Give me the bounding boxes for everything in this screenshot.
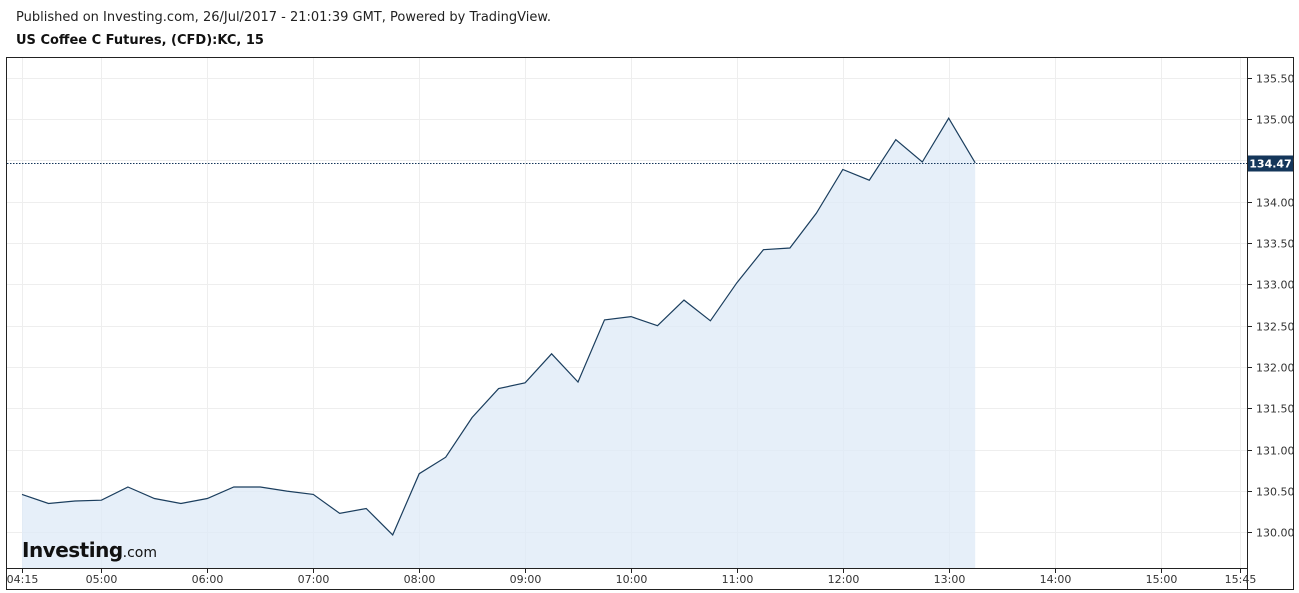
price-area-fill <box>22 118 976 568</box>
brand-name: Investing <box>22 538 123 562</box>
x-tick-label: 11:00 <box>722 573 754 586</box>
x-tick-label: 10:00 <box>616 573 648 586</box>
y-tick-label: 135.00 <box>1256 114 1295 127</box>
x-tick-label: 08:00 <box>404 573 436 586</box>
y-axis-ticks: 135.50135.00134.50134.00133.50133.00132.… <box>1247 73 1295 540</box>
x-tick-label: 12:00 <box>828 573 860 586</box>
current-price-badge: 134.47 <box>1248 155 1293 172</box>
x-tick-label: 07:00 <box>298 573 330 586</box>
x-tick-label: 15:00 <box>1146 573 1178 586</box>
y-tick-label: 130.00 <box>1256 527 1295 540</box>
y-tick-label: 133.00 <box>1256 279 1295 292</box>
brand-suffix: .com <box>122 545 158 561</box>
x-tick-label: 13:00 <box>934 573 966 586</box>
y-tick-label: 131.00 <box>1256 445 1295 458</box>
investing-logo: Investing.com <box>22 538 157 562</box>
y-tick-label: 133.50 <box>1256 238 1295 251</box>
chart-frame <box>6 57 1294 590</box>
y-tick-label: 134.00 <box>1256 197 1295 210</box>
x-tick-label: 06:00 <box>192 573 224 586</box>
current-price-label: 134.47 <box>1249 158 1291 171</box>
x-tick-label: 04:15 <box>7 573 39 586</box>
current-price-badge-bg <box>1248 155 1293 172</box>
x-tick-label: 15:45 <box>1225 573 1257 586</box>
published-note: Published on Investing.com, 26/Jul/2017 … <box>16 10 551 25</box>
y-tick-label: 135.50 <box>1256 73 1295 86</box>
price-line <box>21 117 976 536</box>
x-tick-label: 09:00 <box>510 573 542 586</box>
y-tick-label: 131.50 <box>1256 403 1295 416</box>
x-tick-label: 14:00 <box>1040 573 1072 586</box>
y-tick-label: 132.50 <box>1256 321 1295 334</box>
x-tick-label: 05:00 <box>86 573 118 586</box>
x-axis-ticks: 04:15 05:00 06:00 07:00 08:00 09:00 10:00 11:00… <box>7 568 1257 586</box>
chart-title: US Coffee C Futures, (CFD):KC, 15 <box>16 33 264 48</box>
y-tick-label: 130.50 <box>1256 486 1295 499</box>
y-tick-label: 132.00 <box>1256 362 1295 375</box>
